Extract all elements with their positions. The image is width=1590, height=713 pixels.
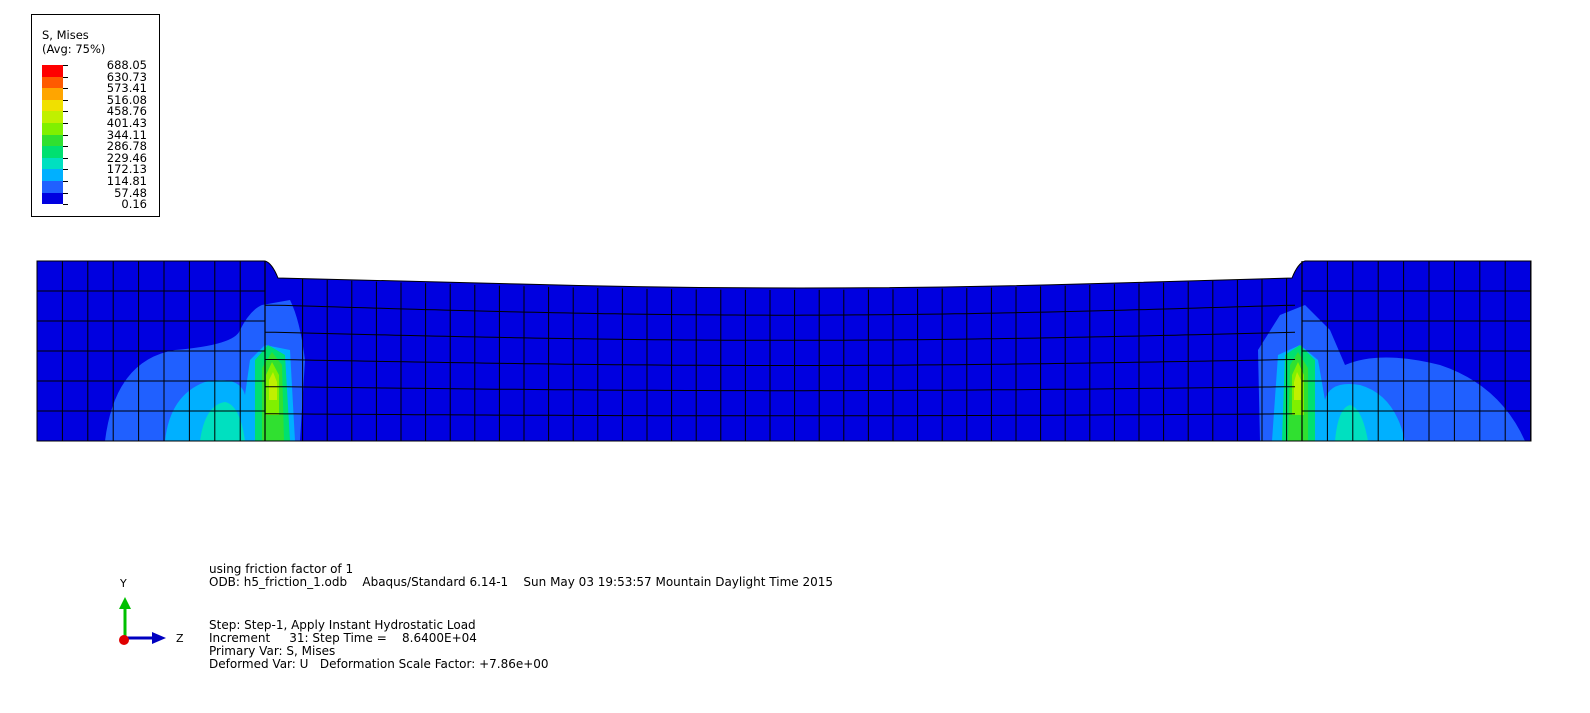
legend-tick: 57.48 <box>63 187 153 199</box>
legend-title-variable: S, Mises <box>42 28 89 42</box>
legend-tick: 0.16 <box>63 198 153 210</box>
y-axis-arrowhead <box>119 597 131 609</box>
legend-tick-label: 516.08 <box>106 92 147 107</box>
legend-tick-label: 458.76 <box>106 104 147 119</box>
legend-swatch <box>42 111 63 123</box>
legend-tick-label: 573.41 <box>106 81 147 96</box>
legend-swatch <box>42 88 63 100</box>
triad-y-label: Y <box>119 577 127 590</box>
mesh-curved-line <box>265 331 1296 341</box>
legend-tick: 458.76 <box>63 105 153 117</box>
legend-swatch <box>42 180 63 193</box>
legend-tick: 401.43 <box>63 117 153 129</box>
legend-tick-mark <box>63 146 68 148</box>
legend-swatch <box>42 76 63 89</box>
legend-swatch <box>42 122 63 135</box>
legend-swatch <box>42 99 63 112</box>
mesh-curved-line <box>265 304 1296 316</box>
legend-tick-label: 57.48 <box>114 185 147 200</box>
element-mesh-lines <box>37 261 1532 441</box>
legend-tick: 688.05 <box>63 59 153 71</box>
legend-tick-label: 344.11 <box>106 127 147 142</box>
legend-title: S, Mises (Avg: 75%) <box>42 28 105 56</box>
legend-tick-labels: 688.05 630.73 573.41 516.08 458.76 401.43 344.… <box>63 59 153 225</box>
info-step: Step: Step-1, Apply Instant Hydrostatic … <box>209 618 476 632</box>
legend-tick-mark <box>63 169 68 171</box>
legend-swatch <box>42 192 63 205</box>
legend-swatch <box>42 146 63 158</box>
legend-color-bar <box>42 65 63 205</box>
legend-tick: 172.13 <box>63 163 153 175</box>
z-axis-arrowhead <box>152 632 166 644</box>
legend-tick-mark <box>63 181 68 182</box>
legend-tick-mark <box>63 88 68 90</box>
legend-swatch <box>42 65 63 77</box>
legend-tick-mark <box>63 192 68 194</box>
legend-tick-mark <box>63 99 68 101</box>
legend-tick-mark <box>63 76 68 78</box>
legend-tick-label: 286.78 <box>106 139 147 154</box>
mesh-curved-line <box>265 413 1296 417</box>
legend-tick: 114.81 <box>63 175 153 187</box>
legend-tick-mark <box>63 134 68 136</box>
legend-tick: 286.78 <box>63 140 153 152</box>
legend-tick: 630.73 <box>63 71 153 83</box>
legend-swatch <box>42 169 63 181</box>
legend-tick-mark <box>63 204 68 206</box>
legend-tick-mark <box>63 65 68 66</box>
info-increment: Increment 31: Step Time = 8.6400E+04 <box>209 631 477 645</box>
info-deformed-var: Deformed Var: U Deformation Scale Factor… <box>209 657 549 671</box>
x-axis-dot <box>119 635 129 645</box>
legend-tick-label: 401.43 <box>106 116 147 130</box>
legend-tick-label: 630.73 <box>106 69 147 84</box>
right-stress-region <box>1258 305 1525 441</box>
left-stress-region <box>105 300 305 441</box>
legend-swatch <box>42 134 63 147</box>
legend-title-averaging: (Avg: 75%) <box>42 42 106 56</box>
legend-tick: 229.46 <box>63 152 153 164</box>
legend-tick-label: 688.05 <box>106 58 147 72</box>
legend-tick-mark <box>63 111 68 113</box>
info-title: using friction factor of 1 <box>209 562 354 576</box>
legend-tick-label: 114.81 <box>106 174 147 188</box>
legend-tick-mark <box>63 157 68 159</box>
legend-tick: 344.11 <box>63 129 153 141</box>
mesh-curved-line <box>265 359 1296 366</box>
mesh-curved-line <box>265 386 1296 392</box>
info-odb: ODB: h5_friction_1.odb Abaqus/Standard 6… <box>209 575 834 589</box>
legend-tick: 516.08 <box>63 94 153 106</box>
axis-triad: Y Z <box>119 577 184 645</box>
legend-tick-label: 0.16 <box>121 197 147 212</box>
legend-tick-mark <box>63 123 68 124</box>
mesh-outline <box>36 260 1532 442</box>
legend-swatch <box>42 157 63 170</box>
legend-tick-label: 229.46 <box>106 150 147 165</box>
deformed-mesh-body <box>37 261 1531 441</box>
info-primary-var: Primary Var: S, Mises <box>209 644 336 658</box>
triad-z-label: Z <box>176 632 184 645</box>
legend-tick-label: 172.13 <box>106 162 147 177</box>
legend-tick: 573.41 <box>63 82 153 94</box>
contour-legend: S, Mises (Avg: 75%) 688.05 630.73 573.41 51… <box>31 14 160 217</box>
